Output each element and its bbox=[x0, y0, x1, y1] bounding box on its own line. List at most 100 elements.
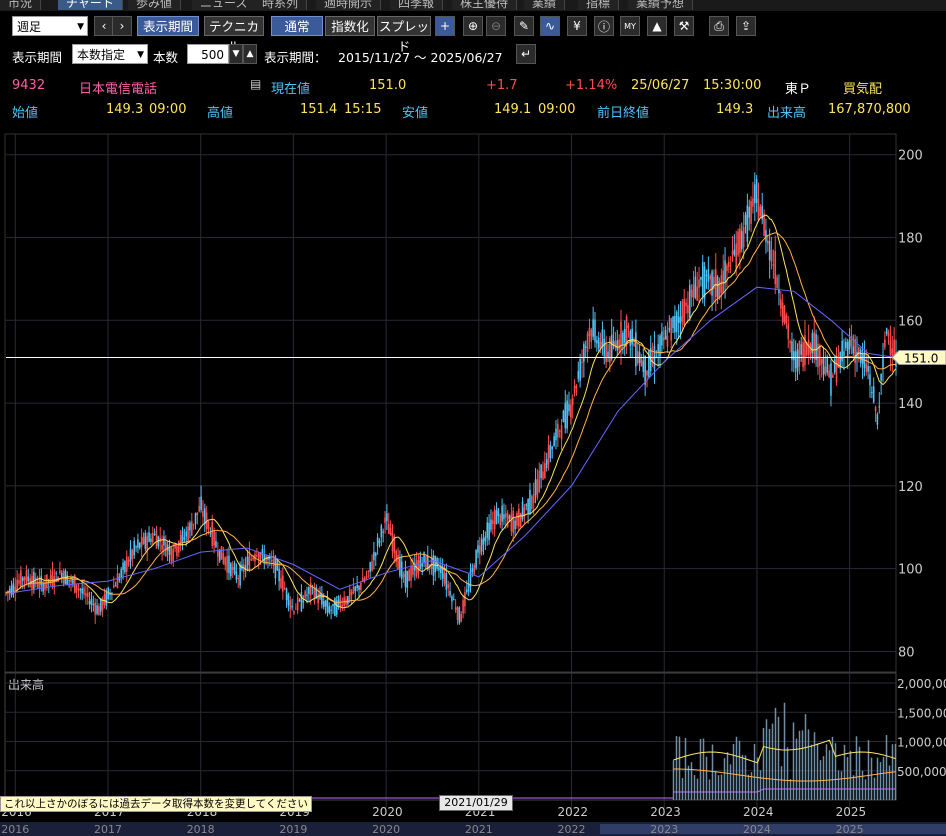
tab-2[interactable]: 歩み値 bbox=[128, 0, 182, 10]
mode-select[interactable]: 本数指定 ▼ bbox=[72, 44, 148, 64]
candle-body bbox=[820, 358, 823, 364]
tab-0[interactable]: 市況 bbox=[0, 0, 42, 10]
spread-button[interactable]: スプレッド bbox=[377, 16, 431, 54]
wrench-icon[interactable]: ⚒ bbox=[674, 16, 694, 36]
candle-body bbox=[196, 512, 199, 516]
candle-body bbox=[484, 536, 487, 542]
wave-icon[interactable]: ∿ bbox=[540, 16, 560, 36]
candle-body bbox=[566, 400, 568, 429]
candle-body bbox=[94, 602, 96, 615]
candle-body bbox=[490, 519, 492, 530]
candle-body bbox=[140, 536, 143, 547]
candle-body bbox=[700, 277, 702, 280]
high-value: 151.4 bbox=[300, 102, 338, 117]
candle-body bbox=[400, 561, 403, 579]
index-button[interactable]: 指数化 bbox=[325, 16, 375, 36]
print-icon[interactable]: ⎙ bbox=[709, 16, 729, 36]
candle-body bbox=[358, 586, 360, 590]
candle-body bbox=[709, 275, 711, 280]
candle-body bbox=[778, 289, 780, 294]
pen-icon[interactable]: ✎ bbox=[514, 16, 534, 36]
candle-body bbox=[586, 333, 589, 352]
tab-1[interactable]: チャート bbox=[58, 0, 123, 10]
normal-button[interactable]: 通常 bbox=[271, 16, 323, 36]
candle-body bbox=[521, 501, 524, 520]
candle-body bbox=[770, 249, 773, 262]
candle-body bbox=[20, 570, 22, 587]
candle-body bbox=[120, 569, 122, 577]
candle-body bbox=[757, 198, 760, 221]
tab-6[interactable]: 四季報 bbox=[390, 0, 444, 10]
plus-icon[interactable]: + bbox=[435, 16, 455, 36]
candle-body bbox=[633, 343, 635, 347]
candle-body bbox=[348, 588, 351, 602]
candle-body bbox=[8, 588, 11, 593]
count-down-icon[interactable]: ▼ bbox=[229, 44, 243, 64]
candle-body bbox=[224, 557, 227, 566]
candle-body bbox=[389, 527, 392, 535]
candle-body bbox=[675, 312, 678, 332]
candle-body bbox=[761, 205, 764, 220]
current-value: 151.0 bbox=[369, 78, 407, 93]
candle-body bbox=[518, 508, 520, 527]
candle-body bbox=[701, 262, 704, 296]
count-input[interactable]: 500 bbox=[187, 44, 229, 64]
candle-body bbox=[313, 588, 316, 602]
zoom-out-icon[interactable]: ⊖ bbox=[486, 16, 506, 36]
candle-body bbox=[213, 530, 215, 546]
period-select[interactable]: 週足 ▼ bbox=[12, 16, 88, 36]
candle-body bbox=[456, 607, 459, 620]
candle-body bbox=[666, 335, 669, 347]
candle-body bbox=[75, 584, 78, 593]
tab-8[interactable]: 業績 bbox=[524, 0, 566, 10]
candle-body bbox=[618, 339, 620, 351]
candle-body bbox=[542, 471, 544, 480]
candle-body bbox=[540, 464, 542, 478]
info-icon[interactable]: ⓘ bbox=[594, 16, 614, 36]
my-chart-icon[interactable]: MY bbox=[620, 16, 640, 36]
technical-button[interactable]: テクニカル bbox=[204, 16, 264, 54]
candle-body bbox=[735, 243, 738, 269]
candle-body bbox=[544, 463, 546, 479]
next-icon[interactable]: › bbox=[112, 16, 132, 36]
candle-body bbox=[369, 561, 371, 572]
candle-body bbox=[226, 555, 228, 573]
display-period-button[interactable]: 表示期間 bbox=[137, 16, 199, 36]
candle-body bbox=[101, 598, 104, 610]
candle-body bbox=[670, 318, 672, 341]
candle-body bbox=[317, 594, 319, 604]
candle-body bbox=[300, 592, 303, 612]
candle-body bbox=[506, 513, 509, 527]
yen-icon[interactable]: ¥ bbox=[567, 16, 587, 36]
tab-5[interactable]: 適時開示 bbox=[316, 0, 382, 10]
chart-area-icon[interactable]: ▲ bbox=[647, 16, 667, 36]
tab-4[interactable]: 時系列 bbox=[254, 0, 308, 10]
candle-body bbox=[393, 536, 396, 554]
candle-body bbox=[794, 351, 797, 369]
candle-body bbox=[228, 555, 230, 574]
candle-body bbox=[246, 556, 249, 565]
candle-body bbox=[612, 340, 615, 346]
candle-body bbox=[519, 513, 522, 528]
tab-3[interactable]: ニュース bbox=[192, 0, 257, 10]
export-icon[interactable]: ⇪ bbox=[736, 16, 756, 36]
candle-body bbox=[430, 557, 433, 569]
candle-body bbox=[623, 329, 626, 343]
candle-body bbox=[880, 373, 882, 381]
refresh-icon[interactable]: ↵ bbox=[516, 44, 536, 64]
candle-body bbox=[774, 251, 777, 285]
prev-close-label: 前日終値 bbox=[597, 106, 650, 121]
count-up-icon[interactable]: ▲ bbox=[243, 44, 257, 64]
candle-body bbox=[257, 552, 260, 563]
tab-7[interactable]: 株主優待 bbox=[452, 0, 518, 10]
count-label: 本数 bbox=[153, 50, 179, 65]
zoom-in-icon[interactable]: ⊕ bbox=[463, 16, 483, 36]
prev-icon[interactable]: ‹ bbox=[94, 16, 114, 36]
document-icon[interactable]: ▤ bbox=[250, 77, 262, 91]
tab-9[interactable]: 指標 bbox=[578, 0, 620, 10]
candle-body bbox=[740, 231, 743, 250]
candle-body bbox=[869, 374, 871, 386]
price-chart[interactable]: 80 100 120 140 160 180 200 151.0 出来高 500,000 1,000… bbox=[0, 128, 946, 836]
candle-body bbox=[791, 341, 793, 360]
tab-10[interactable]: 業績予想 bbox=[628, 0, 694, 10]
